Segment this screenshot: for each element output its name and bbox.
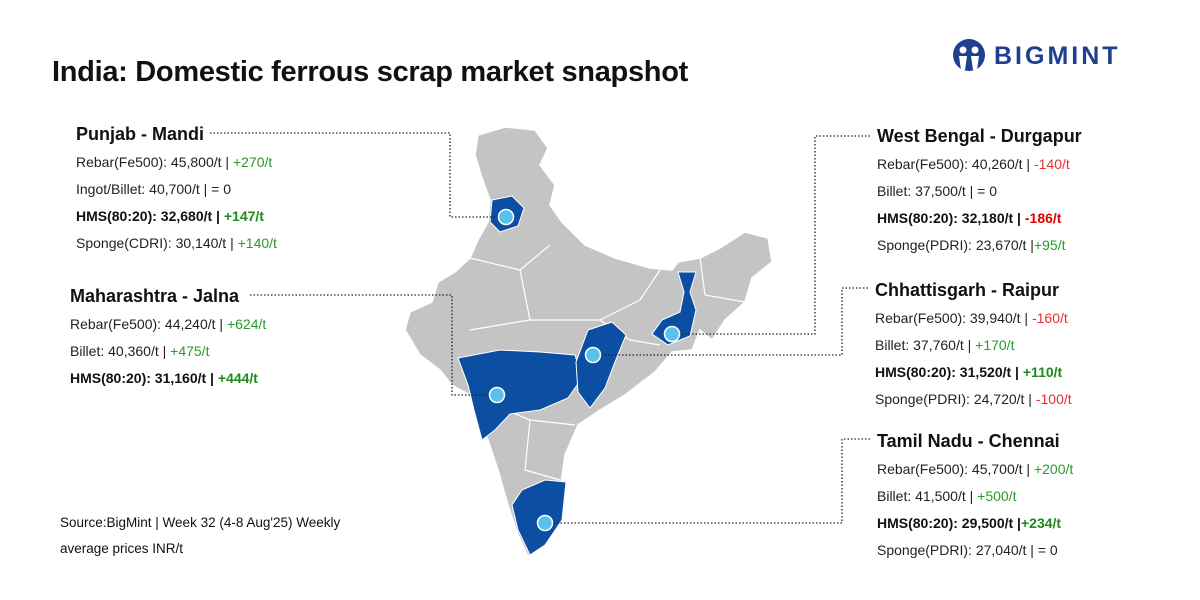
price-label: Rebar(Fe500): 39,940/t | (875, 310, 1032, 326)
state-west-bengal (651, 271, 697, 346)
price-row: HMS(80:20): 32,180/t | -186/t (877, 211, 1082, 225)
source-note: Source:BigMint | Week 32 (4-8 Aug'25) We… (60, 515, 341, 556)
region-maharashtra-jalna: Maharashtra - Jalna Rebar(Fe500): 44,240/… (70, 286, 266, 398)
region-title: Chhattisgarh - Raipur (875, 280, 1060, 300)
price-row: Billet: 37,500/t | = 0 (877, 184, 1082, 198)
price-row: Sponge(PDRI): 27,040/t | = 0 (877, 543, 1073, 557)
price-label: Sponge(PDRI): 24,720/t | (875, 391, 1036, 407)
price-row: Rebar(Fe500): 45,700/t | +200/t (877, 462, 1073, 476)
price-label: Rebar(Fe500): 44,240/t | (70, 316, 227, 332)
price-label: Billet: 40,360/t | (70, 343, 171, 359)
price-label: HMS(80:20): 31,520/t | (875, 364, 1023, 380)
price-row: Sponge(PDRI): 24,720/t | -100/t (875, 392, 1072, 406)
price-change: +624/t (226, 316, 267, 332)
price-change: -186/t (1024, 210, 1062, 226)
logo-text: BIGMINT (994, 41, 1121, 70)
price-change: +270/t (232, 154, 273, 170)
price-change: +95/t (1033, 237, 1066, 253)
price-row: Sponge(PDRI): 23,670/t |+95/t (877, 238, 1082, 252)
price-change: +140/t (237, 235, 277, 251)
price-label: HMS(80:20): 32,180/t | (877, 210, 1025, 226)
price-change: -100/t (1035, 391, 1072, 407)
region-punjab-mandi: Punjab - Mandi Rebar(Fe500): 45,800/t | +… (76, 124, 277, 263)
price-change: +147/t (223, 208, 264, 224)
price-row: Rebar(Fe500): 44,240/t | +624/t (70, 317, 266, 331)
price-label: Sponge(CDRI): 30,140/t | (76, 235, 238, 251)
price-label: Billet: 37,500/t | = 0 (877, 183, 997, 199)
price-change: +444/t (217, 370, 258, 386)
connector-lines (210, 132, 870, 524)
price-change: +234/t (1020, 515, 1062, 531)
price-change: +110/t (1022, 364, 1063, 380)
price-label: Billet: 37,760/t | (875, 337, 976, 353)
price-row: Billet: 41,500/t | +500/t (877, 489, 1073, 503)
price-label: Sponge(PDRI): 23,670/t | (877, 237, 1034, 253)
region-title: West Bengal - Durgapur (877, 126, 1082, 146)
price-row: HMS(80:20): 29,500/t |+234/t (877, 516, 1073, 530)
region-tamil-nadu-chennai: Tamil Nadu - Chennai Rebar(Fe500): 45,700… (877, 431, 1073, 570)
price-label: Rebar(Fe500): 45,700/t | (877, 461, 1034, 477)
region-chhattisgarh-raipur: Chhattisgarh - Raipur Rebar(Fe500): 39,94… (875, 280, 1072, 419)
price-row: Rebar(Fe500): 40,260/t | -140/t (877, 157, 1082, 171)
price-label: Sponge(PDRI): 27,040/t | = 0 (877, 542, 1058, 558)
price-label: Ingot/Billet: 40,700/t | = 0 (76, 181, 232, 197)
price-row: Billet: 37,760/t | +170/t (875, 338, 1072, 352)
price-row: HMS(80:20): 31,520/t | +110/t (875, 365, 1072, 379)
price-label: HMS(80:20): 29,500/t | (877, 515, 1021, 531)
price-row: Rebar(Fe500): 39,940/t | -160/t (875, 311, 1072, 325)
price-row: Sponge(CDRI): 30,140/t | +140/t (76, 236, 277, 250)
state-borders (469, 244, 746, 481)
price-change: -140/t (1033, 156, 1070, 172)
price-row: HMS(80:20): 32,680/t | +147/t (76, 209, 277, 223)
price-row: HMS(80:20): 31,160/t | +444/t (70, 371, 266, 385)
price-change: +200/t (1033, 461, 1074, 477)
price-change: +475/t (170, 343, 210, 359)
price-row: Billet: 40,360/t | +475/t (70, 344, 266, 358)
price-label: HMS(80:20): 31,160/t | (70, 370, 218, 386)
price-label: Rebar(Fe500): 45,800/t | (76, 154, 233, 170)
price-label: HMS(80:20): 32,680/t | (76, 208, 224, 224)
marker-raipur (584, 346, 602, 364)
page-title: India: Domestic ferrous scrap market sna… (52, 56, 688, 88)
region-title: Tamil Nadu - Chennai (877, 431, 1060, 451)
price-change: +500/t (977, 488, 1017, 504)
marker-mandi (497, 208, 515, 226)
price-row: Ingot/Billet: 40,700/t | = 0 (76, 182, 277, 196)
price-change: +170/t (975, 337, 1015, 353)
marker-jalna (488, 386, 506, 404)
price-change: -160/t (1031, 310, 1068, 326)
region-title: Maharashtra - Jalna (70, 286, 240, 306)
marker-chennai (536, 514, 554, 532)
region-title: Punjab - Mandi (76, 124, 204, 144)
state-maharashtra (457, 349, 583, 441)
logo-icon (953, 39, 985, 71)
bigmint-logo: BIGMINT (952, 38, 1121, 74)
price-label: Billet: 41,500/t | (877, 488, 978, 504)
price-row: Rebar(Fe500): 45,800/t | +270/t (76, 155, 277, 169)
state-chhattisgarh (575, 321, 627, 409)
price-label: Rebar(Fe500): 40,260/t | (877, 156, 1034, 172)
city-markers (488, 208, 681, 532)
region-west-bengal-durgapur: West Bengal - Durgapur Rebar(Fe500): 40,2… (877, 126, 1082, 265)
marker-durgapur (663, 325, 681, 343)
